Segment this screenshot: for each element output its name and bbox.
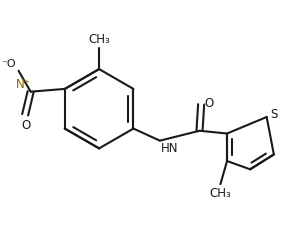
- Text: O: O: [204, 97, 214, 110]
- Text: S: S: [270, 108, 277, 121]
- Text: O: O: [22, 119, 31, 132]
- Text: CH₃: CH₃: [210, 187, 231, 200]
- Text: HN: HN: [161, 142, 179, 155]
- Text: N⁺: N⁺: [16, 78, 31, 91]
- Text: CH₃: CH₃: [88, 33, 110, 46]
- Text: ⁻O: ⁻O: [2, 59, 16, 69]
